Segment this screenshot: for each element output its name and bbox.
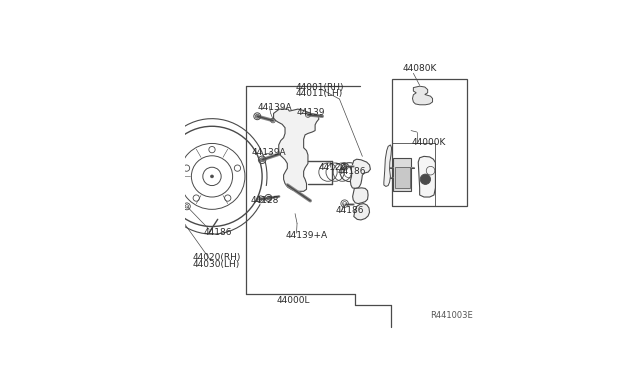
Text: 44186: 44186 <box>338 167 367 176</box>
Text: 44186: 44186 <box>336 206 364 215</box>
Text: 44011(LH): 44011(LH) <box>296 89 343 99</box>
Text: 44139A: 44139A <box>258 103 292 112</box>
Text: 44122: 44122 <box>319 163 347 172</box>
Text: 44186: 44186 <box>204 228 232 237</box>
Text: 44080K: 44080K <box>403 64 437 73</box>
Text: 44020(RH): 44020(RH) <box>193 253 241 262</box>
Bar <box>392 79 467 206</box>
Text: 44000L: 44000L <box>277 296 310 305</box>
Polygon shape <box>354 203 369 220</box>
Text: 44000K: 44000K <box>412 138 446 147</box>
Polygon shape <box>353 188 368 203</box>
Bar <box>394 158 411 191</box>
Bar <box>395 167 410 189</box>
Text: 44139+A: 44139+A <box>285 231 328 240</box>
Circle shape <box>420 174 431 185</box>
Text: 44139: 44139 <box>296 108 325 117</box>
Text: 44001(RH): 44001(RH) <box>296 83 344 92</box>
Text: R441003E: R441003E <box>429 311 472 320</box>
Bar <box>392 144 435 206</box>
Polygon shape <box>418 156 435 197</box>
Polygon shape <box>273 109 319 191</box>
Polygon shape <box>350 159 371 189</box>
Text: 44030(LH): 44030(LH) <box>193 260 240 269</box>
Text: 44139A: 44139A <box>252 148 286 157</box>
Circle shape <box>211 175 213 178</box>
Polygon shape <box>384 145 392 186</box>
Polygon shape <box>413 86 433 105</box>
Text: 44128: 44128 <box>250 196 278 205</box>
